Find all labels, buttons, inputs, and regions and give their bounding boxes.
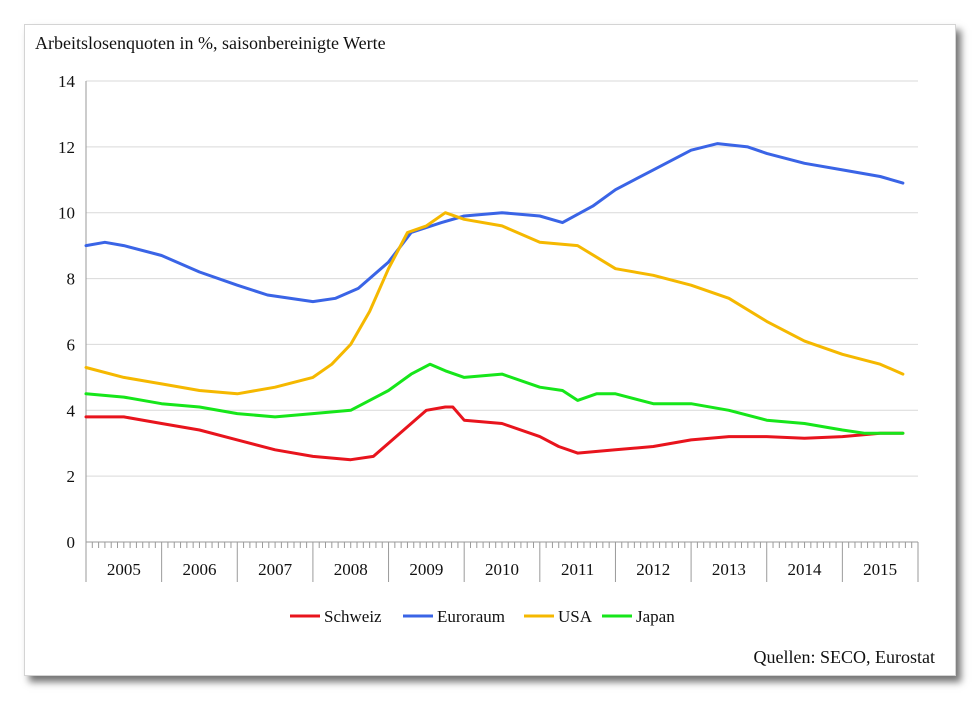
y-axis: 0 2 4 6 8 10 12 14 xyxy=(58,72,87,552)
y-tick-label: 2 xyxy=(67,467,76,486)
y-tick-label: 6 xyxy=(67,335,76,354)
series-lines xyxy=(84,142,905,462)
x-year-label: 2011 xyxy=(561,560,594,579)
x-year-label: 2010 xyxy=(485,560,519,579)
y-tick-label: 12 xyxy=(58,138,75,157)
legend: Schweiz Euroraum USA Japan xyxy=(290,607,675,626)
x-axis: 2005 2006 2007 2008 2009 2010 2011 2012 2013 2014… xyxy=(85,542,919,582)
series-line-usa xyxy=(84,211,905,396)
x-year-label: 2014 xyxy=(788,560,823,579)
x-year-label: 2005 xyxy=(107,560,141,579)
line-chart: 0 2 4 6 8 10 12 14 2005 2006 2007 2008 2009 2010 2011… xyxy=(58,72,919,626)
y-tick-label: 8 xyxy=(67,270,76,289)
x-year-label: 2015 xyxy=(863,560,897,579)
series-line-japan xyxy=(84,362,905,435)
legend-label-usa: USA xyxy=(558,607,593,626)
legend-label-schweiz: Schweiz xyxy=(324,607,382,626)
x-year-label: 2013 xyxy=(712,560,746,579)
legend-label-japan: Japan xyxy=(636,607,675,626)
x-year-label: 2007 xyxy=(258,560,293,579)
source-note: Quellen: SECO, Eurostat xyxy=(753,647,935,667)
gridlines xyxy=(86,80,918,543)
x-year-label: 2006 xyxy=(182,560,216,579)
y-tick-label: 4 xyxy=(67,401,76,420)
y-tick-label: 0 xyxy=(67,533,76,552)
x-year-label: 2012 xyxy=(636,560,670,579)
chart-subtitle: Arbeitslosenquoten in %, saisonbereinigt… xyxy=(35,33,386,53)
x-year-label: 2009 xyxy=(409,560,443,579)
y-tick-label: 14 xyxy=(58,72,76,91)
series-line-schweiz xyxy=(84,405,905,462)
series-line-euroraum xyxy=(84,142,905,304)
legend-label-euroraum: Euroraum xyxy=(437,607,505,626)
x-year-label: 2008 xyxy=(334,560,368,579)
y-tick-label: 10 xyxy=(58,204,75,223)
chart-card: Arbeitslosenquoten in %, saisonbereinigt… xyxy=(24,24,956,676)
